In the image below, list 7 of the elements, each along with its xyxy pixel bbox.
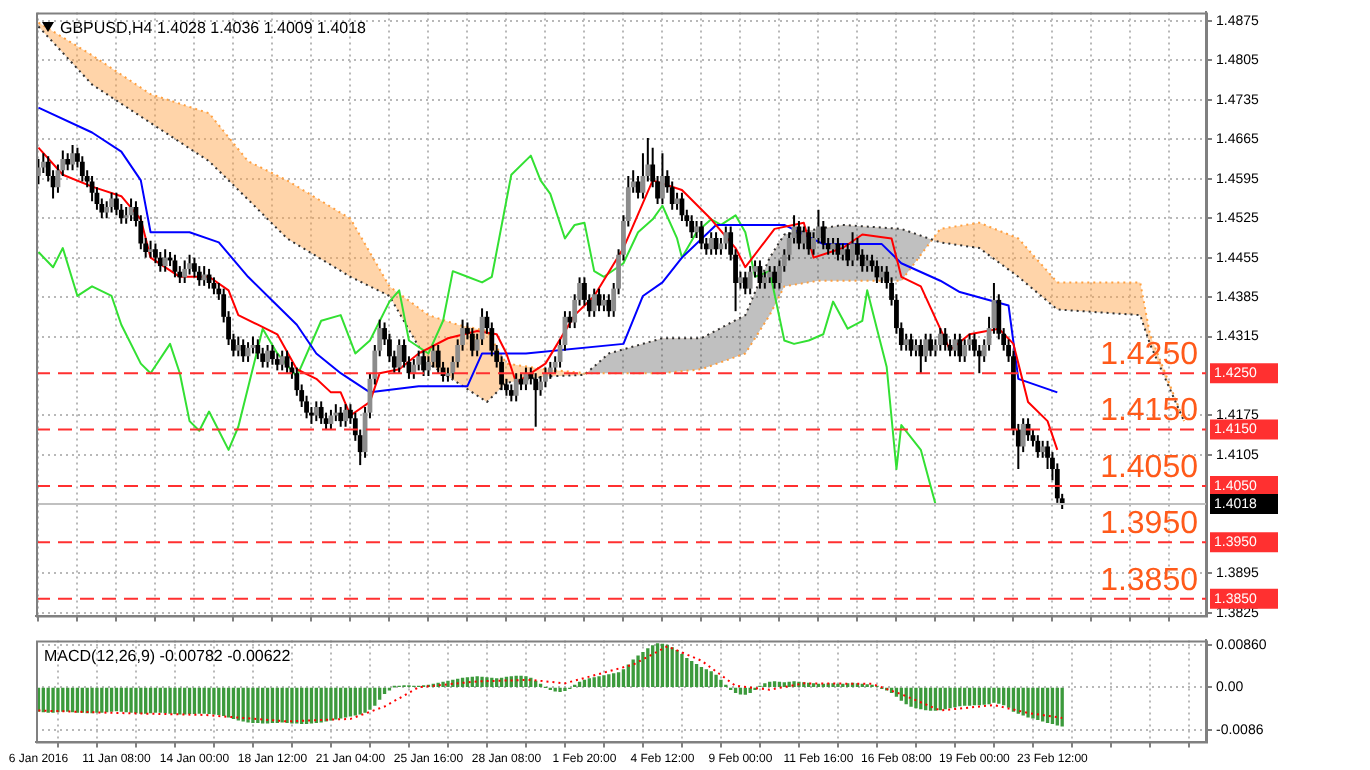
ref-line-label: 1.4150 [1100, 394, 1199, 429]
chart-title: GBPUSD,H4 1.4028 1.4036 1.4009 1.4018 [60, 18, 368, 37]
chart-title: MACD(12,26,9) -0.00782 -0.00622 [44, 646, 292, 665]
ref-line-label: 1.4250 [1100, 338, 1199, 373]
ref-line-label: 1.4050 [1100, 450, 1199, 485]
ref-line-label: 1.3850 [1100, 563, 1199, 598]
ref-line-label: 1.3950 [1100, 507, 1199, 542]
